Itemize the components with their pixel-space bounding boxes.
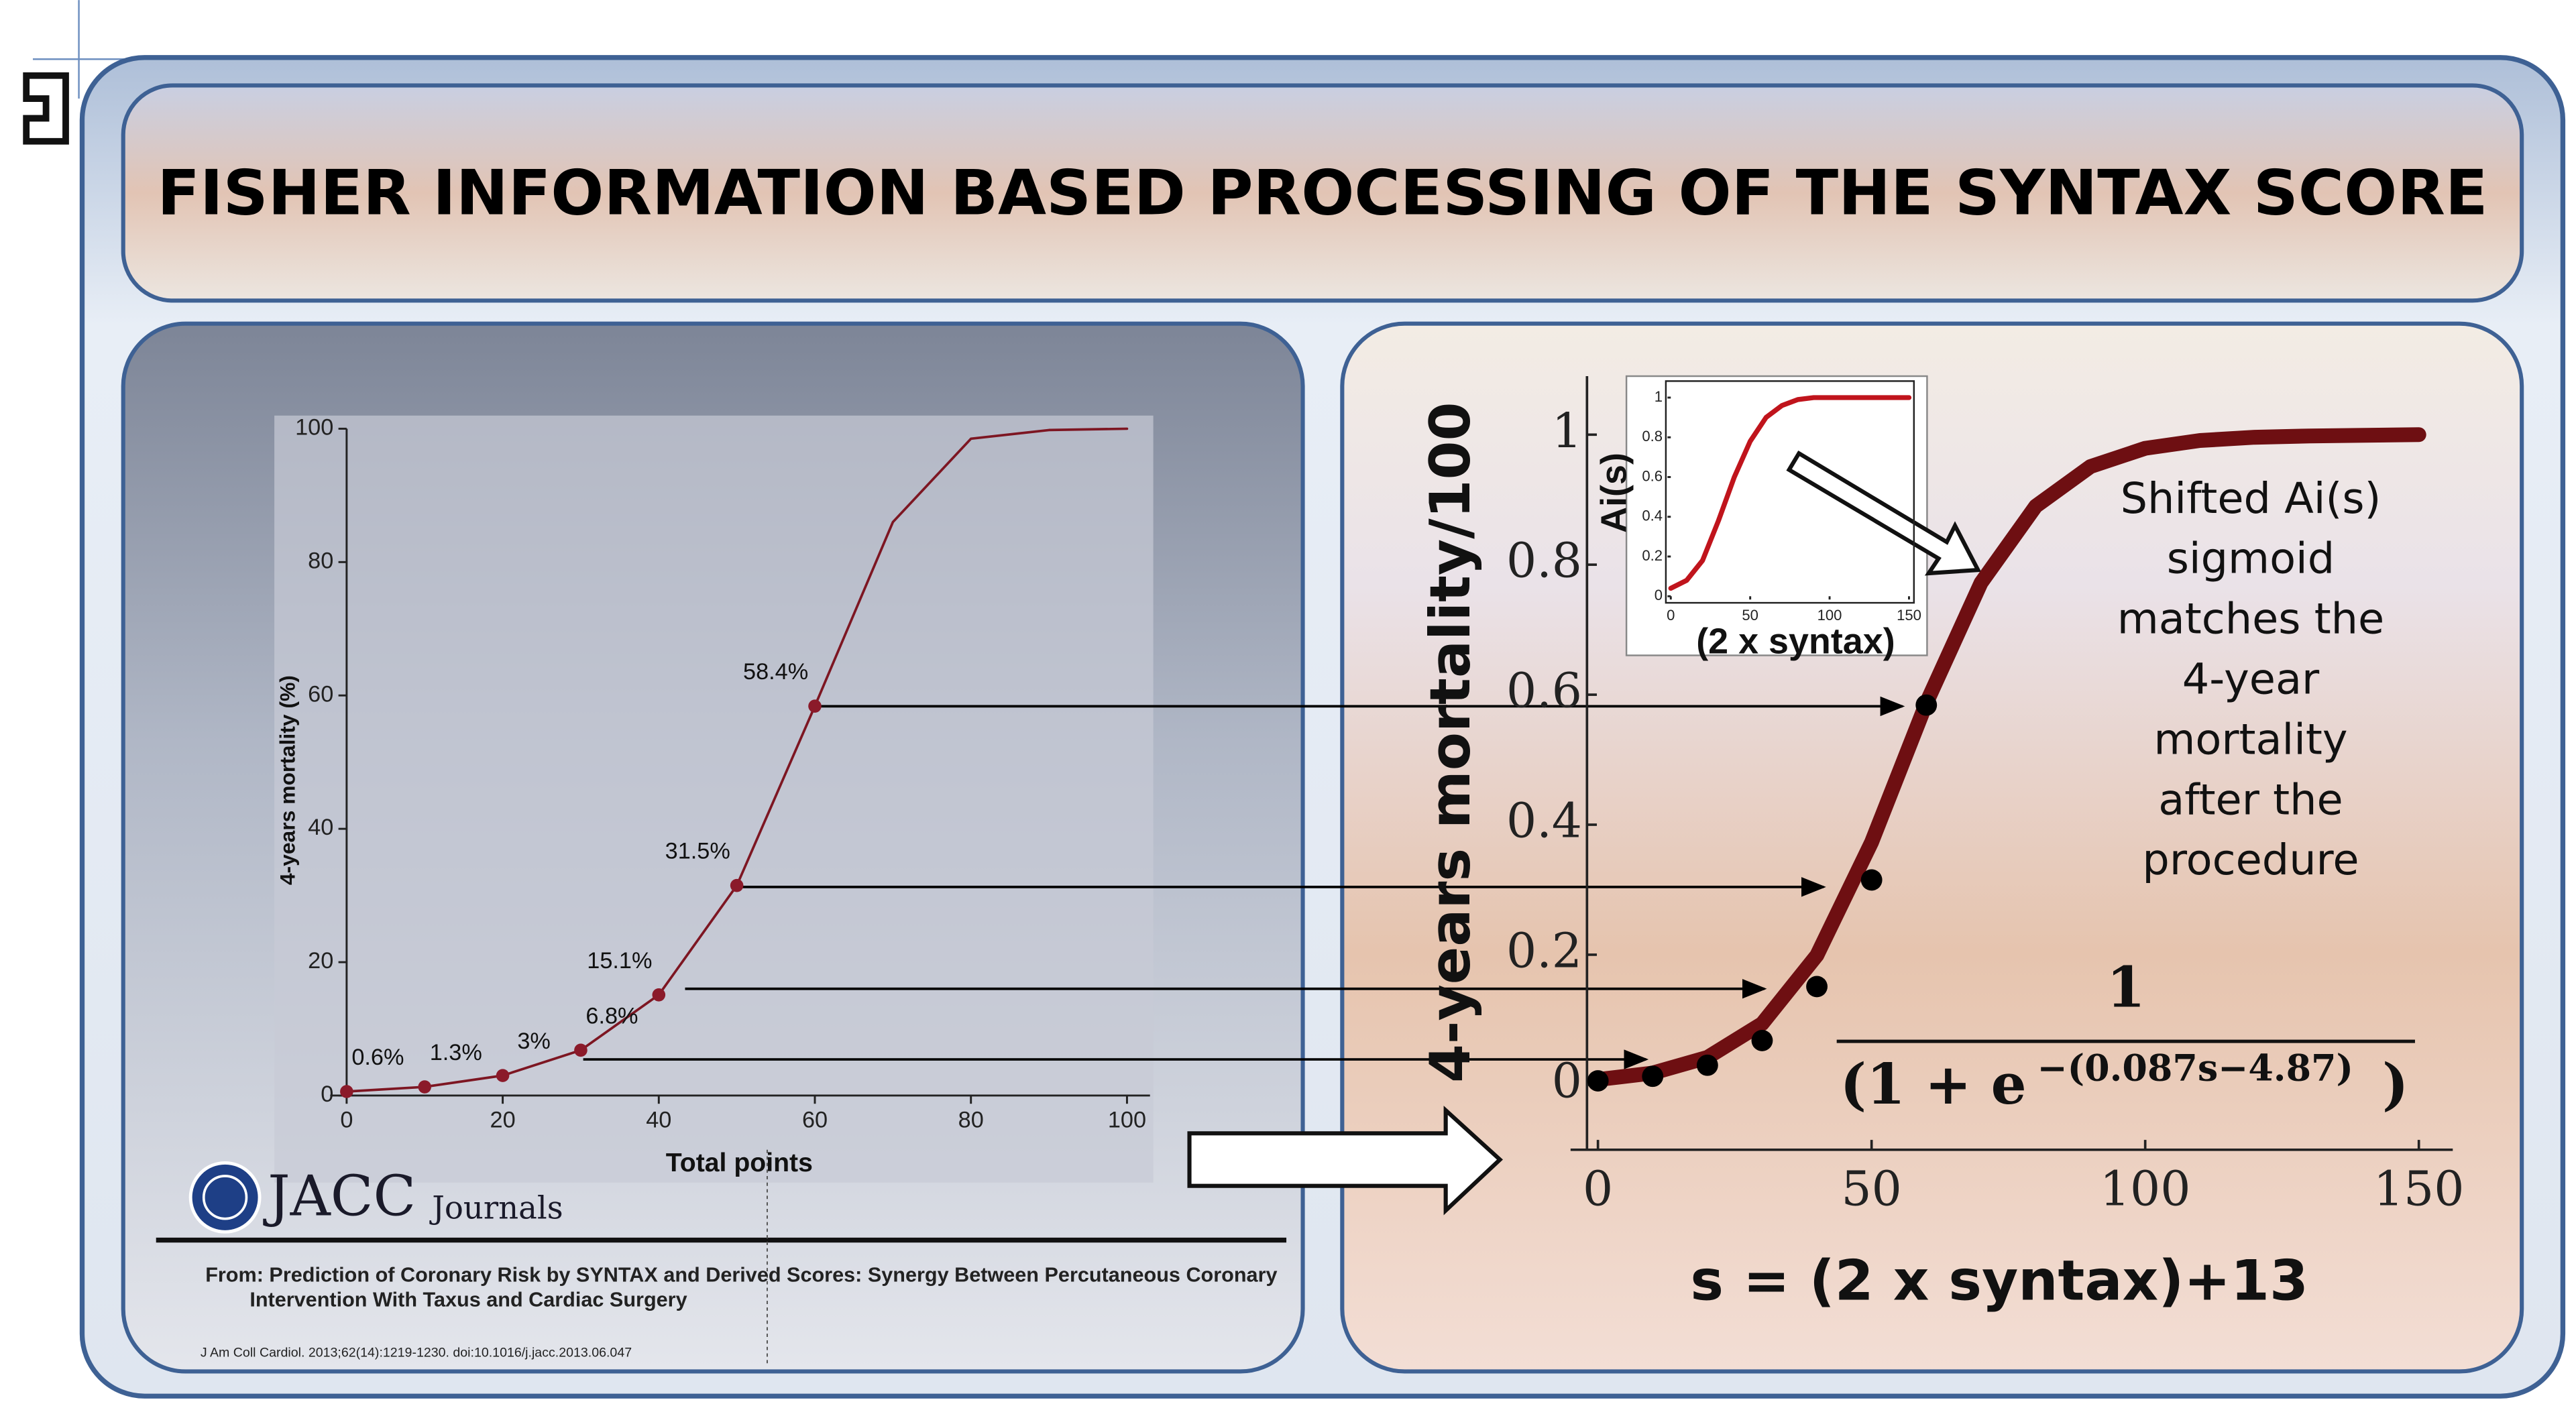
y-tick-label: 0.4 — [1506, 793, 1582, 849]
x-tick-label: 0 — [1583, 1161, 1613, 1217]
annotation: 4-year — [2182, 654, 2320, 704]
value-label: 0.6% — [351, 1045, 404, 1070]
x-axis-label: s = (2 x syntax)+13 — [1690, 1248, 2308, 1313]
y-tick-label: 40 — [308, 815, 333, 840]
annotation: sigmoid — [2167, 534, 2335, 584]
x-axis-label: (2 x syntax) — [1696, 622, 1895, 662]
title-banner — [121, 83, 2524, 303]
y-axis-label: 4-years mortality (%) — [276, 675, 300, 885]
data-point — [574, 1043, 587, 1057]
x-tick-label: 50 — [1742, 607, 1758, 624]
caption-line: Intervention With Taxus and Cardiac Surg… — [249, 1288, 687, 1311]
x-tick-label: 100 — [1817, 607, 1842, 624]
plot-frame — [1665, 380, 1915, 604]
x-tick-label: 100 — [2100, 1161, 2191, 1217]
y-tick-label: 0.6 — [1642, 467, 1663, 484]
annotation: matches the — [2117, 595, 2385, 644]
data-point — [1915, 694, 1938, 716]
formula-numerator: 1 — [2107, 955, 2145, 1020]
data-point — [496, 1069, 510, 1082]
caption-line: From: Prediction of Coronary Risk by SYN… — [205, 1264, 1277, 1287]
x-tick-label: 100 — [1108, 1108, 1146, 1133]
x-tick-label: 0 — [1667, 607, 1675, 624]
formula-exponent: −(0.087s−4.87) — [2037, 1046, 2354, 1089]
jacc-seal — [188, 1161, 262, 1234]
jacc-logo: JACC — [263, 1164, 416, 1229]
x-axis-label: Total points — [666, 1149, 813, 1177]
data-point — [652, 988, 666, 1002]
x-tick-label: 50 — [1841, 1161, 1901, 1217]
left-plot-bg — [274, 415, 1154, 1183]
data-point — [808, 699, 822, 713]
connector-arrows — [583, 696, 1905, 1069]
y-tick-label: 0.8 — [1642, 428, 1663, 445]
y-axis-label: 4-years mortality/100 — [1418, 402, 1483, 1083]
formula-denominator: (1 + e — [1840, 1051, 2027, 1117]
fit-curve — [1668, 395, 1912, 591]
y-tick-label: 80 — [308, 548, 333, 573]
x-tick-label: 150 — [1897, 607, 1921, 624]
data-point — [1642, 1065, 1664, 1088]
y-tick-label: 60 — [308, 681, 333, 707]
data-point — [1806, 976, 1828, 998]
x-tick-label: 150 — [2373, 1161, 2465, 1217]
value-label: 58.4% — [743, 659, 808, 685]
data-point — [418, 1080, 432, 1094]
data-point — [1751, 1029, 1773, 1051]
value-label: 31.5% — [665, 839, 730, 864]
y-tick-label: 100 — [295, 414, 333, 440]
inset-arrow — [1786, 450, 1982, 576]
y-tick-label: 0.6 — [1506, 663, 1582, 719]
x-tick-label: 60 — [802, 1108, 828, 1133]
title: FISHER INFORMATION BASED PROCESSING OF T… — [157, 156, 2487, 229]
big-arrow — [1187, 1106, 1504, 1216]
y-tick-label: 0.4 — [1642, 508, 1663, 524]
data-point — [1587, 1070, 1609, 1092]
y-tick-label: 0 — [1655, 587, 1663, 603]
fit-curve — [1590, 427, 2426, 1088]
data-point — [340, 1085, 353, 1098]
x-tick-label: 80 — [958, 1108, 984, 1133]
logo-icon — [23, 72, 69, 145]
y-tick-label: 0 — [321, 1081, 333, 1107]
data-point — [1696, 1054, 1718, 1076]
annotation: Shifted Ai(s) — [2121, 474, 2382, 524]
y-tick-label: 20 — [308, 948, 333, 974]
citation: J Am Coll Cardiol. 2013;62(14):1219-1230… — [201, 1346, 632, 1360]
data-point — [730, 878, 744, 892]
formula-close: ) — [2382, 1051, 2408, 1117]
jacc-logo-sub: Journals — [429, 1189, 563, 1226]
y-tick-label: 0.2 — [1642, 547, 1663, 564]
x-tick-label: 40 — [646, 1108, 671, 1133]
annotation: procedure — [2142, 835, 2359, 885]
data-point — [1860, 869, 1883, 891]
value-label: 1.3% — [430, 1040, 482, 1065]
annotation: after the — [2158, 775, 2343, 825]
x-tick-label: 20 — [490, 1108, 516, 1133]
y-tick-label: 0.8 — [1506, 533, 1582, 589]
annotation: mortality — [2153, 715, 2347, 764]
value-label: 3% — [517, 1029, 551, 1054]
y-tick-label: 0 — [1552, 1053, 1582, 1108]
value-label: 15.1% — [587, 948, 652, 974]
y-tick-label: 0.2 — [1506, 923, 1582, 978]
y-tick-label: 1 — [1552, 403, 1582, 459]
y-axis-label: Ai(s) — [1594, 453, 1634, 533]
y-tick-label: 1 — [1655, 388, 1663, 405]
x-tick-label: 0 — [340, 1108, 353, 1133]
value-label: 6.8% — [585, 1003, 638, 1029]
jacc-seal-ring — [202, 1175, 248, 1220]
